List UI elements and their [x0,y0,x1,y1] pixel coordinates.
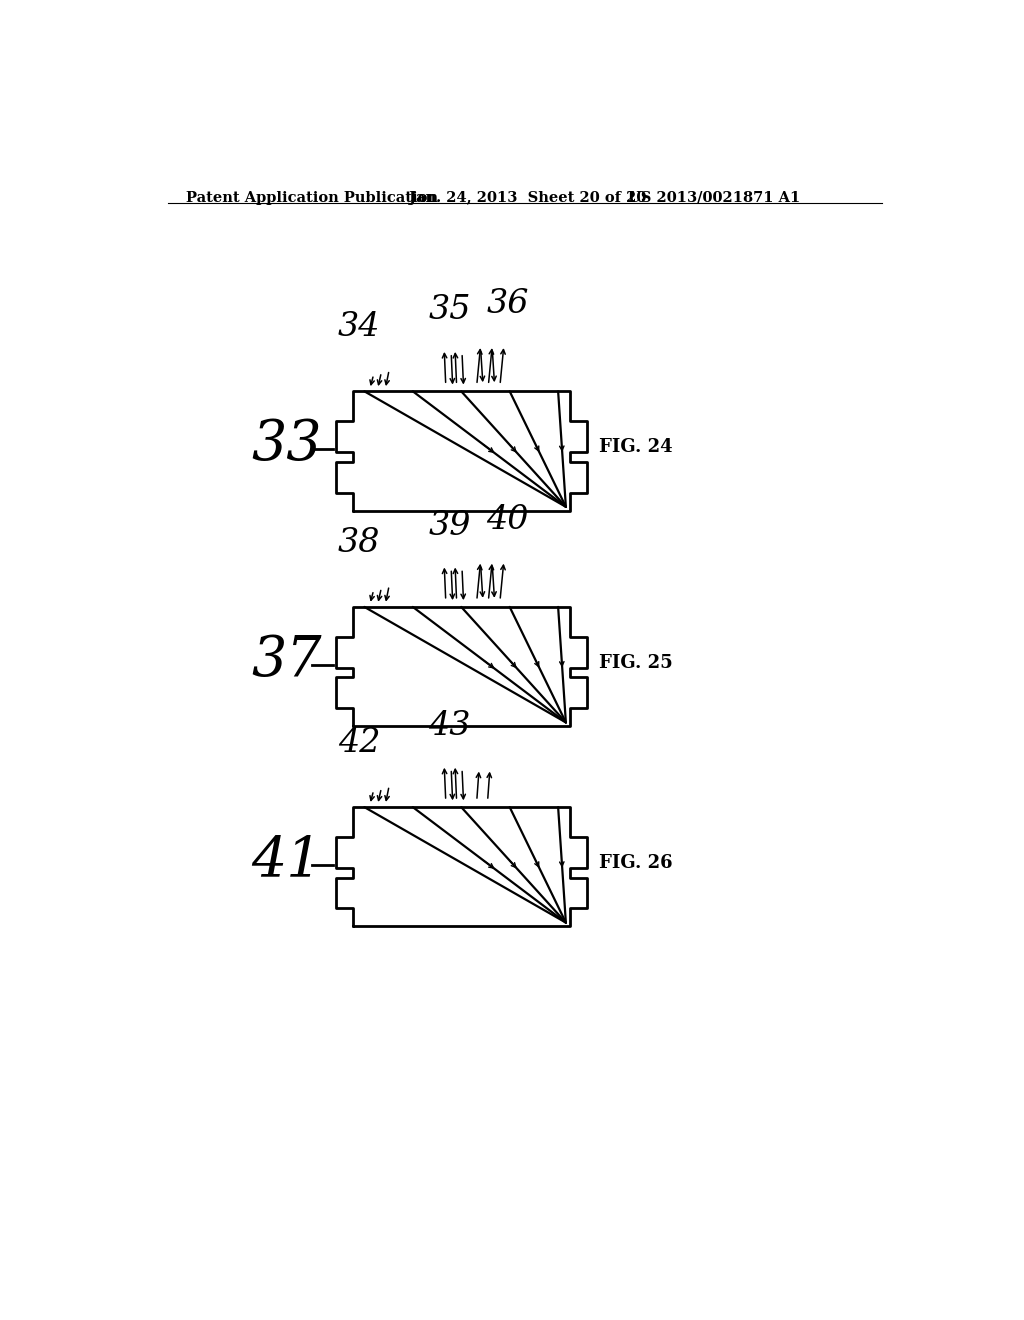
Text: 38: 38 [338,527,380,558]
Text: FIG. 26: FIG. 26 [599,854,673,873]
Text: 35: 35 [428,294,471,326]
Text: 39: 39 [428,510,471,543]
Text: 43: 43 [428,710,471,742]
Text: 42: 42 [338,727,380,759]
Text: US 2013/0021871 A1: US 2013/0021871 A1 [628,191,800,205]
Text: Jan. 24, 2013  Sheet 20 of 20: Jan. 24, 2013 Sheet 20 of 20 [409,191,646,205]
Text: FIG. 24: FIG. 24 [599,438,673,457]
Text: 40: 40 [486,504,529,536]
Text: 34: 34 [338,312,380,343]
Text: 37: 37 [252,634,323,688]
Text: Patent Application Publication: Patent Application Publication [186,191,438,205]
Text: 41: 41 [252,833,323,888]
Text: 33: 33 [252,417,323,473]
Text: 36: 36 [486,288,529,321]
Text: FIG. 25: FIG. 25 [599,653,673,672]
